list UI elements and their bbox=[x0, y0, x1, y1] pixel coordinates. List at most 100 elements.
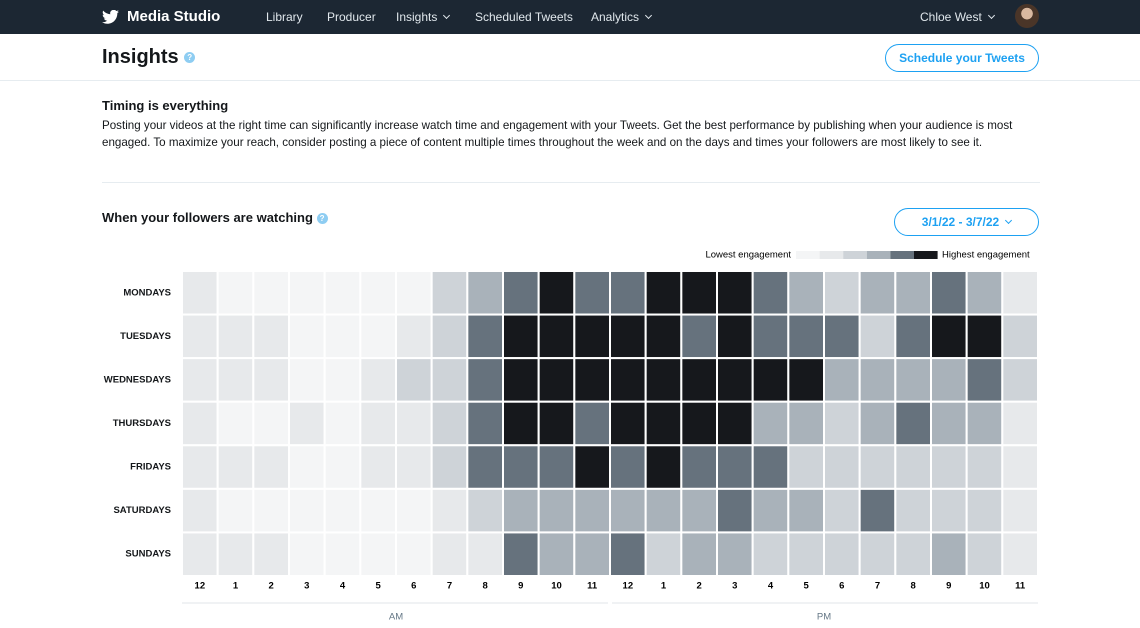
heatmap-cell bbox=[609, 313, 647, 360]
brand[interactable]: Media Studio bbox=[127, 8, 221, 25]
heatmap-cell bbox=[181, 400, 219, 447]
heatmap-cell bbox=[288, 531, 326, 577]
heatmap-cell bbox=[644, 400, 683, 447]
heatmap-cell bbox=[537, 357, 576, 403]
legend-swatch bbox=[796, 251, 820, 259]
heatmap-cell bbox=[787, 487, 825, 534]
heatmap-cell bbox=[716, 400, 754, 447]
heatmap-cell bbox=[466, 400, 505, 447]
hour-label: 10 bbox=[551, 581, 562, 592]
heatmap-cell bbox=[359, 400, 398, 447]
heatmap-cell bbox=[1001, 487, 1039, 534]
heatmap-cell bbox=[323, 313, 362, 360]
nav-item[interactable]: Insights bbox=[396, 10, 449, 24]
hour-label: 3 bbox=[732, 581, 737, 592]
logo[interactable] bbox=[102, 10, 119, 24]
heatmap-cell bbox=[751, 313, 790, 360]
heatmap-title: When your followers are watching ? bbox=[102, 210, 328, 225]
day-label: SATURDAYS bbox=[113, 505, 171, 516]
heatmap-cell bbox=[609, 357, 647, 403]
heatmap-cell bbox=[430, 357, 469, 403]
heatmap-cell bbox=[930, 531, 968, 577]
heatmap-cell bbox=[181, 357, 219, 403]
date-range-picker[interactable]: 3/1/22 - 3/7/22 bbox=[894, 208, 1039, 236]
heatmap-cell bbox=[573, 313, 611, 360]
heatmap-cell bbox=[252, 357, 290, 403]
heatmap-cell bbox=[965, 531, 1004, 577]
heatmap-cell bbox=[930, 270, 968, 316]
heatmap-cell bbox=[858, 444, 897, 490]
heatmap-cell bbox=[573, 487, 611, 534]
heatmap-cell bbox=[502, 400, 540, 447]
heatmap-cell bbox=[395, 357, 433, 403]
heatmap-cell bbox=[502, 313, 540, 360]
heatmap-cell bbox=[288, 400, 326, 447]
heatmap-cell bbox=[430, 313, 469, 360]
heatmap-cell bbox=[502, 531, 540, 577]
avatar[interactable] bbox=[1015, 4, 1039, 28]
heatmap-cell bbox=[680, 270, 718, 316]
heatmap-cell bbox=[609, 531, 647, 577]
intro-body: Posting your videos at the right time ca… bbox=[102, 119, 1013, 149]
heatmap-cell bbox=[216, 313, 255, 360]
hour-label: 2 bbox=[697, 581, 702, 592]
heatmap-cell bbox=[537, 531, 576, 577]
nav-item[interactable]: Producer bbox=[327, 10, 376, 24]
help-icon[interactable]: ? bbox=[316, 213, 328, 225]
heatmap-cell bbox=[359, 270, 398, 316]
hour-label: 12 bbox=[623, 581, 634, 592]
heatmap-cell bbox=[537, 400, 576, 447]
heatmap-cell bbox=[323, 531, 362, 577]
heatmap-cell bbox=[359, 444, 398, 490]
user-menu[interactable]: Chloe West bbox=[920, 10, 994, 24]
heatmap-cell bbox=[430, 487, 469, 534]
nav-item[interactable]: Library bbox=[266, 10, 303, 24]
heatmap-cell bbox=[680, 487, 718, 534]
nav-item[interactable]: Scheduled Tweets bbox=[475, 10, 573, 24]
heatmap-cell bbox=[644, 531, 683, 577]
nav-item[interactable]: Analytics bbox=[591, 10, 651, 24]
heatmap-cell bbox=[288, 487, 326, 534]
heatmap-cell bbox=[787, 313, 825, 360]
heatmap-cell bbox=[965, 313, 1004, 360]
heatmap-cell bbox=[502, 487, 540, 534]
heatmap-cell bbox=[502, 270, 540, 316]
day-label: TUESDAYS bbox=[120, 331, 171, 342]
heatmap-cell bbox=[894, 270, 932, 316]
heatmap-cell bbox=[216, 444, 255, 490]
heatmap-cell bbox=[858, 531, 897, 577]
heatmap-cell bbox=[395, 400, 433, 447]
heatmap-cell bbox=[395, 444, 433, 490]
heatmap-cell bbox=[680, 313, 718, 360]
divider bbox=[102, 182, 1040, 183]
legend-swatch bbox=[843, 251, 867, 259]
heatmap-cell bbox=[894, 531, 932, 577]
heatmap-cell bbox=[288, 444, 326, 490]
heatmap-cell bbox=[1001, 270, 1039, 316]
heatmap-cell bbox=[181, 313, 219, 360]
heatmap-cell bbox=[430, 400, 469, 447]
heatmap-cell bbox=[680, 444, 718, 490]
heatmap-cell bbox=[823, 487, 861, 534]
hour-label: 2 bbox=[269, 581, 274, 592]
heatmap-cell bbox=[965, 444, 1004, 490]
heatmap-cell bbox=[716, 313, 754, 360]
page-title: Insights ? bbox=[102, 46, 196, 69]
heatmap-cell bbox=[323, 400, 362, 447]
heatmap-cell bbox=[323, 487, 362, 534]
legend-swatch bbox=[890, 251, 914, 259]
heatmap-cell bbox=[930, 313, 968, 360]
heatmap-cell bbox=[1001, 444, 1039, 490]
hour-label: 5 bbox=[376, 581, 382, 592]
schedule-button[interactable]: Schedule your Tweets bbox=[885, 44, 1039, 72]
heatmap-cell bbox=[252, 400, 290, 447]
heatmap-cell bbox=[466, 270, 505, 316]
hour-label: 3 bbox=[304, 581, 309, 592]
hour-label: 7 bbox=[875, 581, 880, 592]
heatmap-cell bbox=[430, 531, 469, 577]
help-icon[interactable]: ? bbox=[184, 52, 196, 64]
legend-low: Lowest engagement bbox=[705, 250, 791, 261]
heatmap-cell bbox=[858, 270, 897, 316]
heatmap-cell bbox=[181, 531, 219, 577]
